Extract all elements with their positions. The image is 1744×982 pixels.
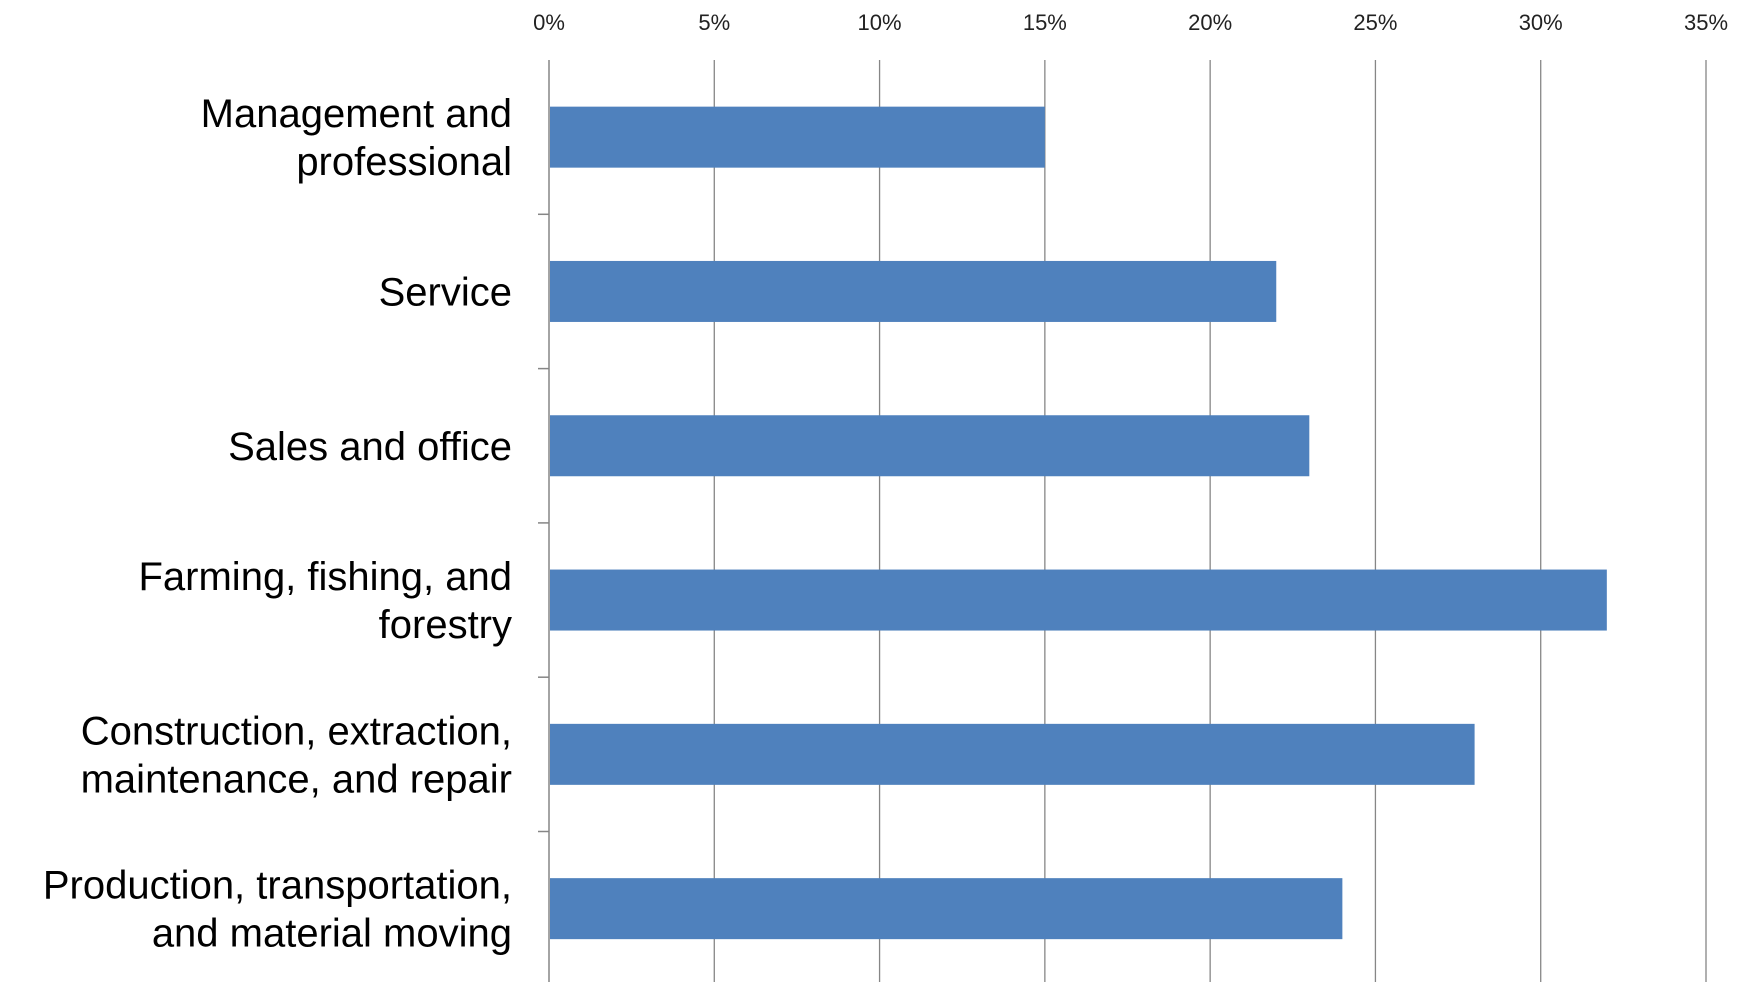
category-label: Sales and office <box>228 425 512 469</box>
bars <box>550 106 1607 940</box>
tick-label: 5% <box>698 10 730 35</box>
category-label: Production, transportation, and material … <box>43 864 512 956</box>
tick-label: 25% <box>1353 10 1397 35</box>
category-label: Construction, extraction, maintenance, an… <box>81 709 512 801</box>
category-labels: Management and professional Service Sales a… <box>43 92 512 956</box>
category-label-line: professional <box>296 140 512 184</box>
tick-label: 20% <box>1188 10 1232 35</box>
category-label-line: Farming, fishing, and <box>138 555 512 599</box>
gridlines <box>713 60 1707 982</box>
bar <box>550 878 1343 940</box>
category-label-line: Management and <box>201 92 512 136</box>
bar <box>550 260 1277 322</box>
bar <box>550 106 1045 168</box>
tick-labels: 0% 5% 10% 15% 20% 25% 30% 35% <box>533 10 1728 35</box>
category-label-line: forestry <box>379 603 512 647</box>
category-label: Farming, fishing, and forestry <box>138 555 512 647</box>
category-label: Service <box>379 270 512 314</box>
tick-label: 15% <box>1023 10 1067 35</box>
tick-label: 30% <box>1519 10 1563 35</box>
category-label-line: Service <box>379 270 512 314</box>
category-label-line: Construction, extraction, <box>81 709 512 753</box>
category-label-line: Production, transportation, <box>43 864 512 908</box>
bar <box>550 415 1310 477</box>
bar <box>550 723 1475 785</box>
category-label-line: maintenance, and repair <box>81 757 512 801</box>
tick-label: 0% <box>533 10 565 35</box>
bar <box>550 569 1607 631</box>
tick-label: 10% <box>858 10 902 35</box>
category-label-line: Sales and office <box>228 425 512 469</box>
axes <box>538 60 550 982</box>
category-label: Management and professional <box>201 92 512 184</box>
category-label-line: and material moving <box>152 912 512 956</box>
tick-label: 35% <box>1684 10 1728 35</box>
